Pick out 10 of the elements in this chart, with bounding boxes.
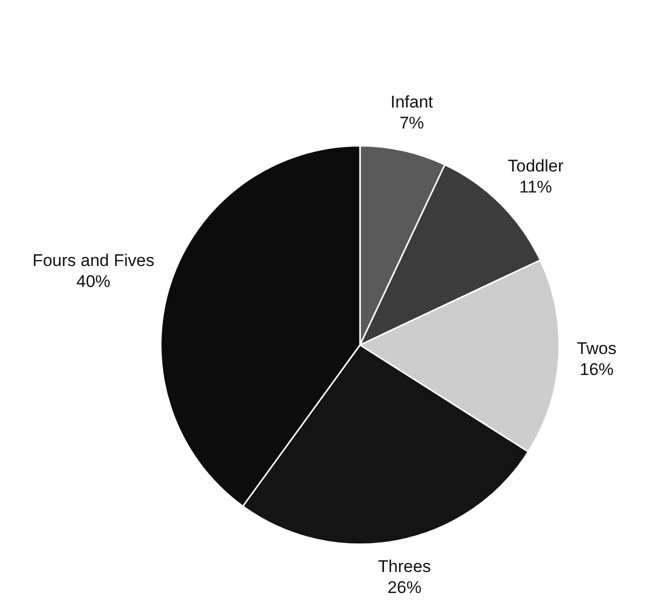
- slice-label: Infant: [390, 92, 434, 112]
- slice-label: Twos: [576, 339, 616, 358]
- slice-label: Fours and Fives: [32, 250, 154, 270]
- data-label: 7%: [399, 114, 424, 133]
- data-label: 26%: [387, 578, 422, 598]
- slice-label: Threes: [378, 557, 431, 576]
- data-label: 40%: [76, 272, 110, 291]
- data-label: 11%: [519, 177, 552, 196]
- data-label: 16%: [580, 360, 614, 380]
- slice-label: Toddler: [508, 156, 564, 176]
